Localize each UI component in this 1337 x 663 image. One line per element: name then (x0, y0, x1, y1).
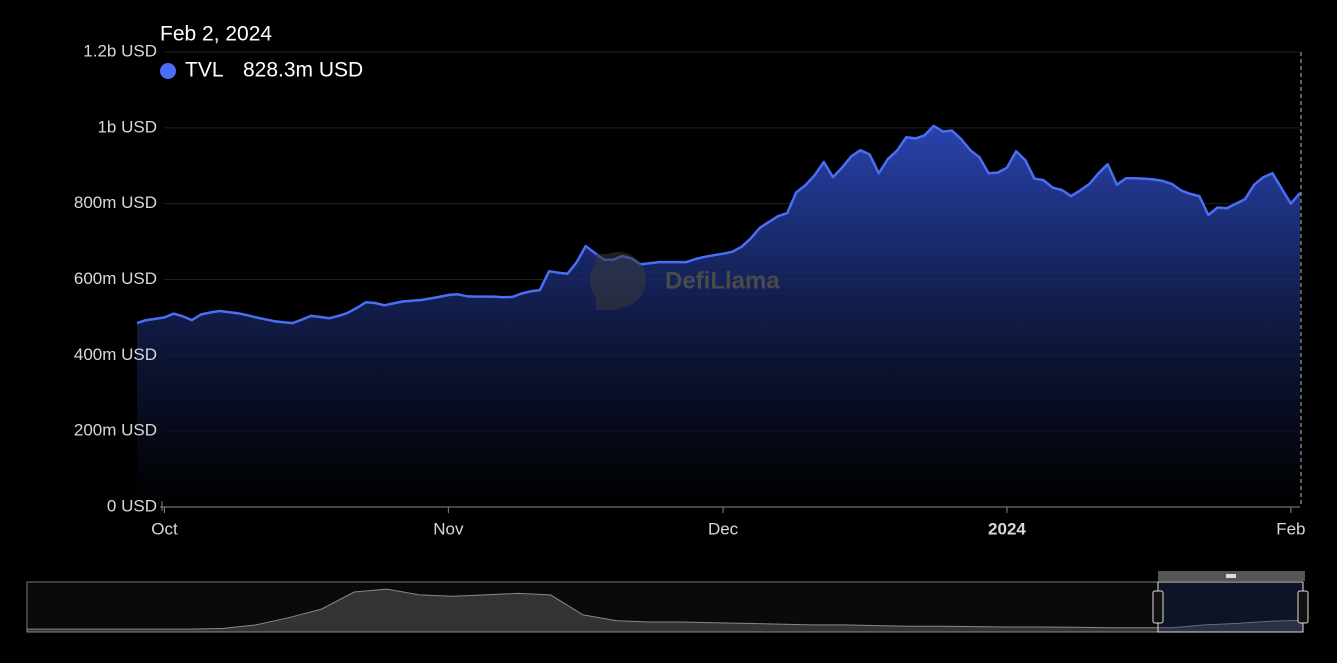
y-tick-label: 200m USD (74, 421, 157, 440)
axes: 0 USD 200m USD 400m USD 600m USD 800m USD 1b … (74, 41, 1306, 538)
watermark: DefiLlama (665, 267, 780, 294)
line (136, 124, 1301, 325)
navigator-handle[interactable] (1152, 590, 1164, 624)
x-tick-label: Dec (708, 519, 739, 538)
tooltip-dot (160, 63, 176, 79)
tooltip-value: 828.3m USD (243, 59, 363, 82)
navigator-grip (1226, 574, 1236, 578)
plot (136, 124, 1301, 508)
x-tick-label: Oct (151, 519, 178, 538)
area (137, 125, 1300, 508)
y-tick-label: 0 USD (107, 496, 157, 515)
y-tick-label: 800m USD (74, 193, 157, 212)
tooltip-date: Feb 2, 2024 (160, 23, 272, 46)
y-tick-label: 1b USD (97, 117, 157, 136)
x-tick-label: Nov (433, 519, 464, 538)
y-tick-label: 1.2b USD (83, 41, 157, 60)
watermark-logo (590, 252, 646, 310)
navigator-handle[interactable] (1297, 590, 1309, 624)
navigator[interactable] (26, 581, 1304, 633)
y-tick-label: 400m USD (74, 345, 157, 364)
navigator-window[interactable] (1157, 581, 1304, 633)
x-tick-label: Feb (1276, 519, 1305, 538)
y-tick-label: 600m USD (74, 269, 157, 288)
navigator-area (26, 588, 1304, 633)
x-tick-label: 2024 (988, 519, 1026, 538)
tooltip-series: TVL (185, 59, 224, 82)
